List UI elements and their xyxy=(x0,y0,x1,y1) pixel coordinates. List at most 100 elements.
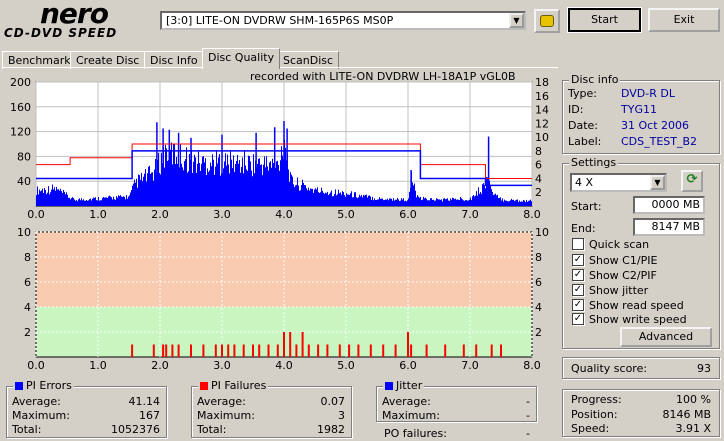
advanced-button[interactable]: Advanced xyxy=(620,327,712,347)
y-tick-label: 8 xyxy=(24,251,31,264)
pif-bar xyxy=(276,344,279,357)
pif-bar xyxy=(233,344,236,357)
jitter-title: Jitter xyxy=(396,379,423,392)
y-tick-label: 2 xyxy=(24,326,31,339)
start-button[interactable]: Start xyxy=(567,7,642,33)
pi-errors-color-swatch xyxy=(15,382,23,390)
pif-bar xyxy=(221,344,223,357)
disc-quality-charts: 0.0 1.0 2.0 3.0 4.0 5.0 6.0 7.0 8.02001601208040… xyxy=(10,78,549,372)
drive-select-value: [3:0] LITE-ON DVDRW SHM-165P6S MS0P xyxy=(166,14,394,27)
show-read-speed-label: Show read speed xyxy=(589,299,684,312)
tab-benchmark[interactable]: Benchmark xyxy=(2,51,77,69)
pif-bar xyxy=(242,344,245,357)
speed-value: 3.91 X xyxy=(675,422,711,435)
eject-button[interactable] xyxy=(534,9,560,33)
quality-score-value: 93 xyxy=(697,362,711,375)
pi-errors-maximum: 167 xyxy=(139,409,160,422)
x-tick-label: 6.0 xyxy=(399,359,417,372)
pif-bar xyxy=(475,344,478,357)
pi-errors-maximum-label: Maximum: xyxy=(12,409,70,422)
pif-bar xyxy=(357,344,360,357)
x-tick-label: 3.0 xyxy=(213,208,231,221)
speed-select-value: 4 X xyxy=(575,176,594,189)
x-tick-label: 1.0 xyxy=(89,208,107,221)
pi-errors-group: PI Errors Average: 41.14 Maximum: 167 To… xyxy=(6,379,167,438)
y2-tick-label: 4 xyxy=(535,172,542,185)
refresh-icon: ⟳ xyxy=(686,172,698,187)
x-tick-label: 6.0 xyxy=(399,208,417,221)
jitter-average-label: Average: xyxy=(382,395,431,408)
y2-tick-label: 8 xyxy=(535,145,542,158)
pi-failures-total-label: Total: xyxy=(197,423,227,436)
pif-bar xyxy=(267,344,270,357)
exit-button[interactable]: Exit xyxy=(648,8,720,32)
disc-info-title: Disc info xyxy=(569,73,621,87)
pi-errors-average-label: Average: xyxy=(12,395,61,408)
x-tick-label: 5.0 xyxy=(337,208,355,221)
quick-scan-checkbox[interactable] xyxy=(572,238,584,250)
start-mb-input[interactable]: 0000 MB xyxy=(633,196,705,214)
pif-bar xyxy=(289,332,292,357)
pif-bar xyxy=(252,344,254,357)
end-mb-input[interactable]: 8147 MB xyxy=(633,218,705,236)
show-write-speed-checkbox[interactable]: ✓ xyxy=(572,313,584,325)
pif-bar xyxy=(307,344,310,357)
x-tick-label: 0.0 xyxy=(27,208,45,221)
nero-logo: nero xyxy=(40,0,109,30)
y2-tick-label: 2 xyxy=(535,186,542,199)
chevron-down-icon[interactable]: ▼ xyxy=(650,175,665,190)
jitter-group: Jitter Average: - Maximum: - xyxy=(376,379,537,422)
chevron-down-icon[interactable]: ▼ xyxy=(509,13,524,28)
pif-bar xyxy=(444,344,447,357)
start-mb-label: Start: xyxy=(571,200,602,213)
pif-bar xyxy=(171,344,174,357)
disc-info-group: Disc info Type: DVD-R DL ID: TYG11 Date:… xyxy=(562,73,720,154)
y2-tick-label: 6 xyxy=(535,276,542,289)
pi-errors-total-label: Total: xyxy=(12,423,42,436)
tab-disc-info[interactable]: Disc Info xyxy=(144,51,204,69)
x-tick-label: 3.0 xyxy=(213,359,231,372)
y2-tick-label: 16 xyxy=(535,90,549,103)
tab-scandisc[interactable]: ScanDisc xyxy=(277,51,340,69)
pi-failures-title: PI Failures xyxy=(211,379,267,392)
y2-tick-label: 10 xyxy=(535,226,549,239)
disc-type-label: Type: xyxy=(568,87,597,100)
pif-bar xyxy=(258,344,261,357)
pi-failures-average-label: Average: xyxy=(197,395,246,408)
pif-bar xyxy=(410,344,413,357)
quick-scan-label: Quick scan xyxy=(589,238,650,251)
po-failures-value: - xyxy=(526,427,530,440)
pif-bar xyxy=(425,344,428,357)
pif-bar xyxy=(295,344,298,357)
speed-select[interactable]: 4 X ▼ xyxy=(570,173,667,192)
tab-disc-quality[interactable]: Disc Quality xyxy=(202,48,281,69)
tab-create-disc[interactable]: Create Disc xyxy=(70,51,146,69)
pif-bar xyxy=(500,344,502,357)
position-label: Position: xyxy=(571,408,618,421)
y-tick-label: 6 xyxy=(24,276,31,289)
show-read-speed-checkbox[interactable]: ✓ xyxy=(572,299,584,311)
pi-failures-series xyxy=(131,332,502,357)
pi-failures-color-swatch xyxy=(200,382,208,390)
x-tick-label: 2.0 xyxy=(151,359,169,372)
disc-label-value: CDS_TEST_B2 xyxy=(621,135,698,148)
y-tick-label: 4 xyxy=(24,301,31,314)
drive-select[interactable]: [3:0] LITE-ON DVDRW SHM-165P6S MS0P ▼ xyxy=(160,11,526,30)
y2-tick-label: 8 xyxy=(535,251,542,264)
show-c2-pif-checkbox[interactable]: ✓ xyxy=(572,269,584,281)
pi-errors-title: PI Errors xyxy=(26,379,72,392)
show-c1-pie-checkbox[interactable]: ✓ xyxy=(572,254,584,266)
pif-bar xyxy=(202,344,205,357)
refresh-speed-button[interactable]: ⟳ xyxy=(681,170,703,192)
pif-chart-axis-labels: 0.0 1.0 2.0 3.0 4.0 5.0 6.0 7.0 8.0 10 8 6 4 2 10 8 6 4 2 xyxy=(17,226,549,372)
pi-failures-title-wrap: PI Failures xyxy=(198,379,269,393)
disc-label-label: Label: xyxy=(568,135,602,148)
read-speed-series xyxy=(36,150,532,187)
pif-bar xyxy=(348,344,351,357)
y2-tick-label: 6 xyxy=(535,159,542,172)
pie-chart-axis-labels: 0.0 1.0 2.0 3.0 4.0 5.0 6.0 7.0 8.0 200 160 120 80 40… xyxy=(10,78,549,221)
y-tick-label: 200 xyxy=(10,78,31,89)
show-jitter-checkbox[interactable]: ✓ xyxy=(572,284,584,296)
pif-bar xyxy=(152,344,155,357)
y-tick-label: 160 xyxy=(10,101,31,114)
